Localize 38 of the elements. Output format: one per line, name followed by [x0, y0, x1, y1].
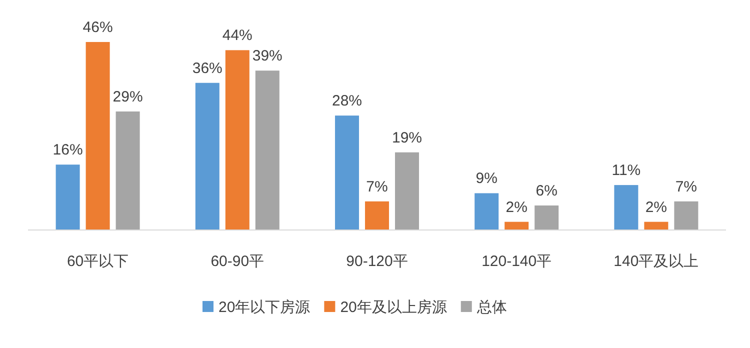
data-label: 2% [506, 198, 528, 216]
bar [116, 111, 140, 230]
data-label: 29% [112, 88, 143, 106]
data-label: 44% [222, 27, 252, 44]
data-label: 7% [366, 178, 388, 196]
bar [534, 205, 559, 230]
data-label: 6% [536, 182, 558, 200]
data-label: 28% [332, 92, 362, 110]
bar [365, 201, 389, 230]
data-label: 11% [612, 162, 641, 180]
bar [644, 222, 668, 230]
bar [474, 193, 499, 230]
x-tick-label: 60平以下 [66, 253, 129, 270]
x-tick-label: 120-140平 [482, 253, 552, 270]
data-label: 36% [192, 60, 222, 77]
bar [335, 116, 359, 230]
bar [56, 164, 80, 230]
bar [395, 152, 419, 230]
data-label: 2% [645, 198, 668, 216]
data-label: 16% [52, 142, 83, 159]
bar [614, 185, 638, 230]
legend-label: 总体 [476, 299, 507, 316]
data-label: 39% [252, 48, 282, 65]
bar [195, 82, 220, 230]
x-tick-label: 90-120平 [346, 253, 408, 270]
bar [255, 70, 280, 230]
data-label: 9% [476, 170, 498, 188]
data-label: 19% [392, 129, 422, 146]
data-label: 7% [675, 178, 698, 196]
legend-label: 20年以下房源 [218, 299, 310, 316]
bar [504, 222, 529, 230]
bar [674, 201, 698, 230]
bar [225, 50, 250, 230]
x-tick-label: 60-90平 [210, 253, 264, 270]
legend-label: 20年及以上房源 [340, 299, 447, 316]
x-tick-label: 140平及以上 [614, 253, 699, 270]
data-label: 46% [82, 19, 113, 36]
bar [86, 42, 110, 230]
